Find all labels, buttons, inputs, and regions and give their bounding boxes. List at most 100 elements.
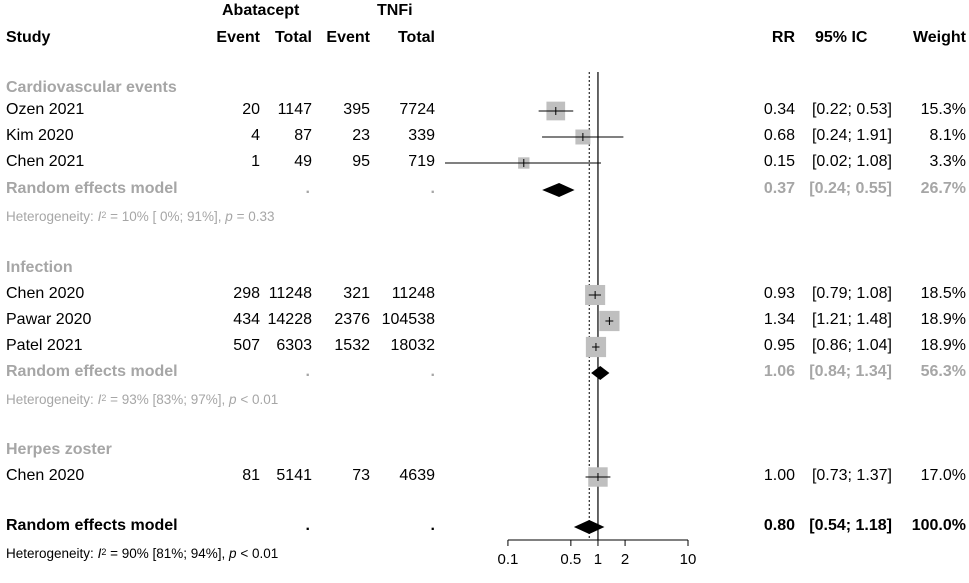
heterogeneity-rest: = 90% [81%; 94%], (106, 546, 230, 561)
model-ci: [0.24; 0.55] (809, 180, 892, 197)
weight-value: 18.9% (920, 311, 966, 328)
event-tnfi: 95 (352, 153, 370, 170)
heterogeneity-p-rest: < 0.01 (236, 546, 279, 561)
model-ci: [0.84; 1.34] (809, 363, 892, 380)
x-tick-label: 0.1 (498, 551, 519, 568)
header-rr: RR (771, 29, 795, 46)
ci-value: [0.79; 1.08] (811, 285, 892, 302)
header-study: Study (6, 29, 51, 46)
heterogeneity-p-rest: = 0.33 (232, 209, 275, 224)
event-tnfi: 23 (352, 127, 370, 144)
total-abatacept: 14228 (267, 311, 313, 328)
total-tnfi: 4639 (399, 467, 435, 484)
event-abatacept: 507 (233, 337, 260, 354)
heterogeneity-prefix: Heterogeneity: (6, 209, 98, 224)
event-tnfi: 321 (343, 285, 370, 302)
total-abatacept: 87 (294, 127, 312, 144)
event-abatacept: 434 (233, 311, 260, 328)
model-weight: 26.7% (920, 180, 966, 197)
event-abatacept: 20 (242, 101, 260, 118)
rr-value: 0.34 (763, 101, 795, 118)
weight-value: 18.9% (920, 337, 966, 354)
event-abatacept: 1 (251, 153, 260, 170)
x-tick-label: 10 (680, 551, 697, 568)
total-abatacept: 1147 (277, 101, 312, 118)
event-tnfi: 73 (352, 467, 370, 484)
model-events-dot: . (305, 180, 310, 197)
model-label: Random effects model (6, 363, 178, 380)
ci-value: [0.22; 0.53] (811, 101, 892, 118)
event-tnfi: 395 (343, 101, 370, 118)
heterogeneity-text: Heterogeneity: I2 = 10% [ 0%; 91%], p = … (6, 209, 274, 225)
rr-value: 1.34 (763, 311, 795, 328)
model-events-dot: . (305, 363, 310, 380)
heterogeneity-sup: 2 (101, 393, 107, 403)
weight-value: 18.5% (920, 285, 966, 302)
model-total-dot: . (430, 517, 435, 534)
rr-value: 0.15 (763, 153, 795, 170)
total-abatacept: 6303 (276, 337, 312, 354)
heterogeneity-sup: 2 (101, 210, 107, 220)
header-event1: Event (216, 29, 260, 46)
ci-value: [0.24; 1.91] (811, 127, 892, 144)
total-abatacept: 49 (294, 153, 312, 170)
model-label: Random effects model (6, 180, 178, 197)
header-event2: Event (326, 29, 370, 46)
model-events-dot: . (305, 517, 310, 534)
header-group1: Abatacept (222, 2, 300, 19)
heterogeneity-i: I (97, 546, 102, 561)
summary-diamond (591, 366, 610, 380)
weight-value: 8.1% (929, 127, 966, 144)
heterogeneity-rest: = 93% [83%; 97%], (106, 392, 230, 407)
x-tick-label: 0.5 (560, 551, 581, 568)
heterogeneity-rest: = 10% [ 0%; 91%], (106, 209, 226, 224)
summary-diamond (542, 183, 575, 197)
weight-value: 3.3% (929, 153, 966, 170)
event-abatacept: 298 (233, 285, 260, 302)
total-tnfi: 339 (408, 127, 435, 144)
header-ci: 95% IC (815, 29, 868, 46)
event-tnfi: 2376 (334, 311, 370, 328)
total-tnfi: 719 (408, 153, 435, 170)
study-name: Ozen 2021 (6, 101, 85, 118)
model-weight: 100.0% (911, 517, 966, 534)
heterogeneity-text: Heterogeneity: I2 = 90% [81%; 94%], p < … (6, 546, 278, 562)
header-total1: Total (274, 29, 312, 46)
header-total2: Total (397, 29, 435, 46)
ci-value: [0.73; 1.37] (811, 467, 892, 484)
heterogeneity-p: p (229, 546, 237, 561)
model-label: Random effects model (6, 517, 178, 534)
total-abatacept: 11248 (268, 285, 312, 302)
study-name: Patel 2021 (6, 337, 83, 354)
total-tnfi: 11248 (391, 285, 435, 302)
heterogeneity-prefix: Heterogeneity: (6, 392, 98, 407)
event-abatacept: 81 (242, 467, 260, 484)
model-total-dot: . (430, 363, 435, 380)
model-rr: 0.37 (763, 180, 795, 197)
total-tnfi: 7724 (399, 101, 435, 118)
subgroup-header: Cardiovascular events (6, 79, 177, 96)
ci-value: [0.02; 1.08] (811, 153, 892, 170)
heterogeneity-i: I (97, 209, 102, 224)
heterogeneity-prefix: Heterogeneity: (6, 546, 98, 561)
model-weight: 56.3% (920, 363, 966, 380)
subgroup-header: Infection (6, 259, 73, 276)
weight-value: 17.0% (920, 467, 966, 484)
event-abatacept: 4 (251, 127, 260, 144)
header-group2: TNFi (377, 2, 413, 19)
heterogeneity-i: I (97, 392, 102, 407)
total-tnfi: 18032 (390, 337, 436, 354)
study-name: Pawar 2020 (6, 311, 92, 328)
rr-value: 0.68 (763, 127, 795, 144)
header-weight: Weight (912, 29, 966, 46)
ci-value: [0.86; 1.04] (811, 337, 892, 354)
heterogeneity-text: Heterogeneity: I2 = 93% [83%; 97%], p < … (6, 392, 278, 408)
event-tnfi: 1532 (334, 337, 370, 354)
study-name: Chen 2020 (6, 285, 85, 302)
model-rr: 0.80 (763, 517, 795, 534)
heterogeneity-p-rest: < 0.01 (236, 392, 279, 407)
model-ci: [0.54; 1.18] (809, 517, 892, 534)
rr-value: 1.00 (763, 467, 795, 484)
model-rr: 1.06 (763, 363, 795, 380)
rr-value: 0.95 (763, 337, 795, 354)
